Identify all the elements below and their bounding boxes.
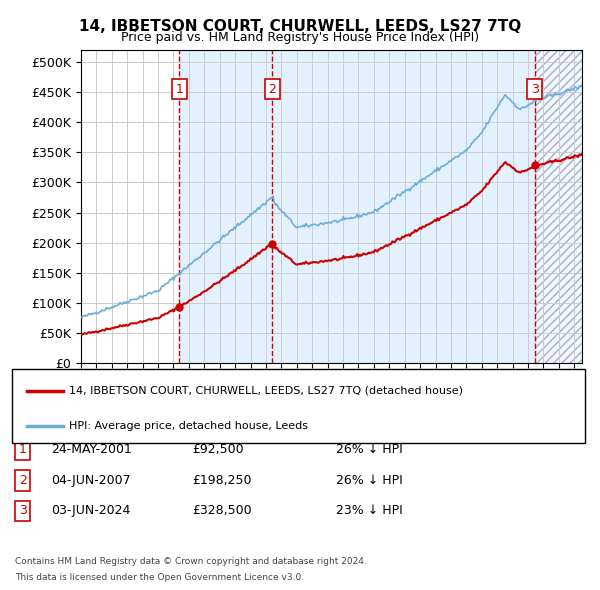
Bar xyxy=(179,50,535,363)
Text: This data is licensed under the Open Government Licence v3.0.: This data is licensed under the Open Gov… xyxy=(15,572,304,582)
Text: 2: 2 xyxy=(19,474,27,487)
Text: 03-JUN-2024: 03-JUN-2024 xyxy=(51,504,130,517)
Bar xyxy=(535,50,582,363)
Text: 1: 1 xyxy=(19,443,27,456)
Text: 26% ↓ HPI: 26% ↓ HPI xyxy=(336,443,403,456)
Text: Price paid vs. HM Land Registry's House Price Index (HPI): Price paid vs. HM Land Registry's House … xyxy=(121,31,479,44)
Text: 2: 2 xyxy=(269,83,277,96)
Text: £328,500: £328,500 xyxy=(192,504,251,517)
Text: 23% ↓ HPI: 23% ↓ HPI xyxy=(336,504,403,517)
Text: 04-JUN-2007: 04-JUN-2007 xyxy=(51,474,131,487)
Bar xyxy=(535,50,582,363)
Text: 26% ↓ HPI: 26% ↓ HPI xyxy=(336,474,403,487)
Text: 14, IBBETSON COURT, CHURWELL, LEEDS, LS27 7TQ (detached house): 14, IBBETSON COURT, CHURWELL, LEEDS, LS2… xyxy=(69,386,463,395)
Text: 14, IBBETSON COURT, CHURWELL, LEEDS, LS27 7TQ: 14, IBBETSON COURT, CHURWELL, LEEDS, LS2… xyxy=(79,19,521,34)
Text: HPI: Average price, detached house, Leeds: HPI: Average price, detached house, Leed… xyxy=(69,421,308,431)
Text: 3: 3 xyxy=(19,504,27,517)
Text: Contains HM Land Registry data © Crown copyright and database right 2024.: Contains HM Land Registry data © Crown c… xyxy=(15,557,367,566)
Text: £92,500: £92,500 xyxy=(192,443,244,456)
Text: 1: 1 xyxy=(175,83,183,96)
Text: £198,250: £198,250 xyxy=(192,474,251,487)
Text: 24-MAY-2001: 24-MAY-2001 xyxy=(51,443,132,456)
Text: 3: 3 xyxy=(530,83,538,96)
